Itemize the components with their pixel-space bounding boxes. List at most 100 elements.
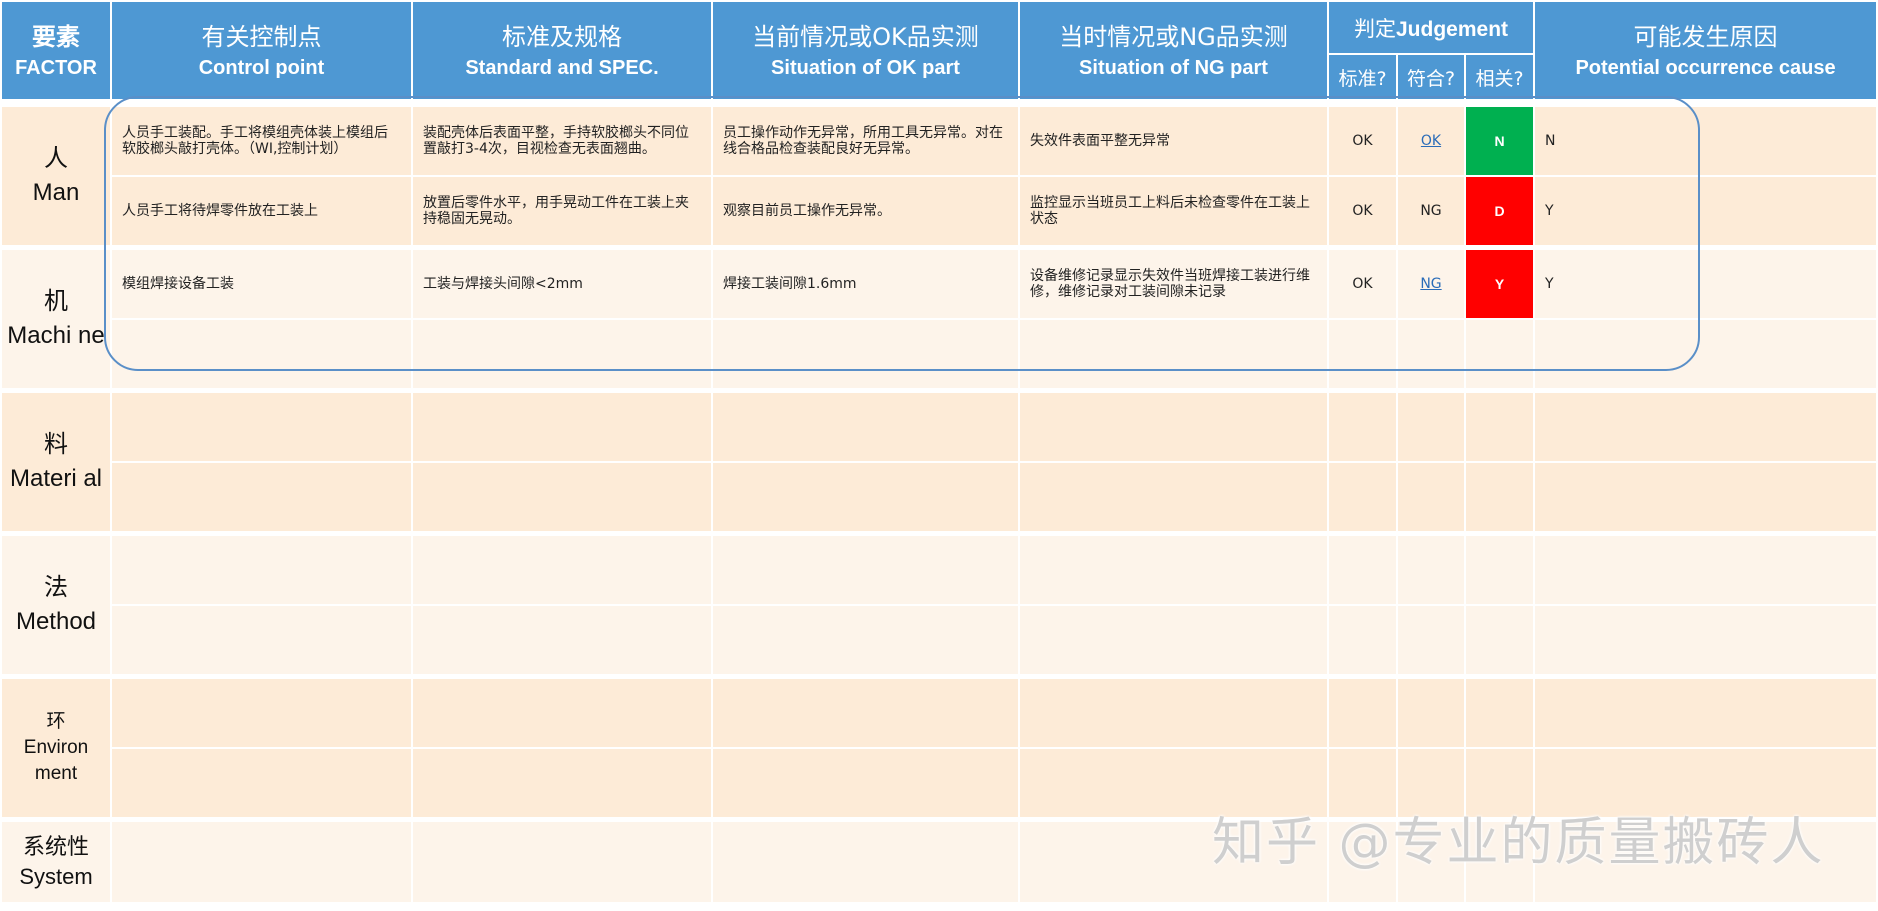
empty-cell <box>413 320 711 388</box>
empty-cell <box>1466 536 1534 604</box>
table-row: 机 Machi ne 模组焊接设备工装 工装与焊接头间隙<2mm 焊接工装间隙1.6mm… <box>2 250 1876 388</box>
header-judgement-standard: 标准? <box>1329 55 1396 99</box>
judgement-standard-cell: OK <box>1329 177 1396 245</box>
judgement-conform-cell[interactable]: OK <box>1398 107 1464 175</box>
empty-cell <box>1535 536 1876 604</box>
empty-cell <box>1398 749 1464 817</box>
empty-cell <box>413 463 711 531</box>
factor-cn: 法 <box>44 574 68 601</box>
empty-cell <box>1398 463 1464 531</box>
empty-cell <box>112 393 411 461</box>
empty-cell <box>1398 679 1464 747</box>
empty-cell <box>1329 749 1396 817</box>
empty-cell <box>1466 393 1534 461</box>
empty-cell <box>1020 679 1327 747</box>
ok-part-cell: 员工操作动作无异常，所用工具无异常。对在线合格品检查装配良好无异常。 <box>713 107 1018 175</box>
empty-cell <box>713 822 1018 902</box>
empty-cell <box>713 320 1018 388</box>
empty-cell <box>1466 320 1534 388</box>
empty-cell <box>1020 320 1327 388</box>
table-row: 环 Environ ment <box>2 679 1876 817</box>
table-body: 人 Man 人员手工装配。手工将模组壳体装上模组后软胶榔头敲打壳体。（WI,控制计划… <box>2 107 1876 902</box>
empty-cell <box>1020 606 1327 674</box>
empty-cell <box>1020 749 1327 817</box>
table-row: 料 Materi al <box>2 393 1876 531</box>
header-cause: 可能发生原因 Potential occurrence cause <box>1535 2 1876 99</box>
empty-cell <box>1535 822 1876 902</box>
judgement-standard-cell: OK <box>1329 107 1396 175</box>
factor-en: Machi ne <box>7 322 105 349</box>
empty-cell <box>1398 393 1464 461</box>
factor-cell: 机 Machi ne <box>2 250 110 388</box>
standard-cell: 工装与焊接头间隙<2mm <box>413 250 711 318</box>
empty-cell <box>413 749 711 817</box>
empty-cell <box>413 393 711 461</box>
factor-cell: 环 Environ ment <box>2 679 110 817</box>
factor-en: Environ ment <box>23 737 89 784</box>
empty-cell <box>112 679 411 747</box>
factor-cn: 料 <box>44 431 68 458</box>
empty-cell <box>1329 822 1396 902</box>
empty-cell <box>1535 320 1876 388</box>
header-ok-part: 当前情况或OK品实测 Situation of OK part <box>713 2 1018 99</box>
empty-cell <box>1329 393 1396 461</box>
empty-cell <box>1466 822 1534 902</box>
cause-cell: N <box>1535 107 1876 175</box>
ok-part-cell: 焊接工装间隙1.6mm <box>713 250 1018 318</box>
empty-cell <box>1535 749 1876 817</box>
header-judgement-related: 相关? <box>1466 55 1534 99</box>
empty-cell <box>1398 822 1464 902</box>
header-judgement: 判定Judgement <box>1329 2 1534 53</box>
table-row <box>2 606 1876 674</box>
empty-cell <box>112 536 411 604</box>
empty-cell <box>713 393 1018 461</box>
empty-cell <box>112 320 411 388</box>
empty-cell <box>713 679 1018 747</box>
factor-cell: 人 Man <box>2 107 110 245</box>
empty-cell <box>413 822 711 902</box>
standard-cell: 放置后零件水平，用手晃动工件在工装上夹持稳固无晃动。 <box>413 177 711 245</box>
watermark: 知乎 @专业的质量搬砖人 <box>1212 813 1825 873</box>
judgement-related-badge: N <box>1466 107 1534 175</box>
empty-cell <box>1329 320 1396 388</box>
factor-cell: 系统性 System <box>2 822 110 902</box>
factor-cell: 料 Materi al <box>2 393 110 531</box>
factor-cn: 系统性 <box>22 834 89 859</box>
empty-cell <box>112 822 411 902</box>
empty-cell <box>1466 749 1534 817</box>
empty-cell <box>1020 822 1327 902</box>
empty-cell <box>1329 679 1396 747</box>
empty-cell <box>1020 463 1327 531</box>
table-row: 系统性 System <box>2 822 1876 902</box>
empty-cell <box>1398 320 1464 388</box>
table-row <box>2 463 1876 531</box>
empty-cell <box>1398 606 1464 674</box>
empty-cell <box>1329 606 1396 674</box>
table-row: 人员手工将待焊零件放在工装上 放置后零件水平，用手晃动工件在工装上夹持稳固无晃动。… <box>2 177 1876 245</box>
empty-cell <box>1020 536 1327 604</box>
factor-en: Method <box>15 608 97 635</box>
conform-link[interactable]: NG <box>1420 276 1442 292</box>
conform-link[interactable]: OK <box>1420 133 1442 149</box>
cause-cell: Y <box>1535 250 1876 318</box>
ng-part-cell: 监控显示当班员工上料后未检查零件在工装上状态 <box>1020 177 1327 245</box>
factor-cell: 法 Method <box>2 536 110 674</box>
empty-cell <box>413 606 711 674</box>
cause-cell: Y <box>1535 177 1876 245</box>
empty-cell <box>1535 393 1876 461</box>
conform-value: NG <box>1420 203 1442 219</box>
empty-cell <box>1466 679 1534 747</box>
empty-cell <box>713 606 1018 674</box>
judgement-conform-cell[interactable]: NG <box>1398 250 1464 318</box>
judgement-conform-cell: NG <box>1398 177 1464 245</box>
empty-cell <box>1535 679 1876 747</box>
factor-en: Man <box>32 179 80 206</box>
empty-cell <box>1329 463 1396 531</box>
empty-cell <box>713 463 1018 531</box>
header-control-point: 有关控制点 Control point <box>112 2 411 99</box>
empty-cell <box>413 536 711 604</box>
table-row <box>2 320 1876 388</box>
factor-en: Materi al <box>9 465 103 492</box>
judgement-standard-cell: OK <box>1329 250 1396 318</box>
